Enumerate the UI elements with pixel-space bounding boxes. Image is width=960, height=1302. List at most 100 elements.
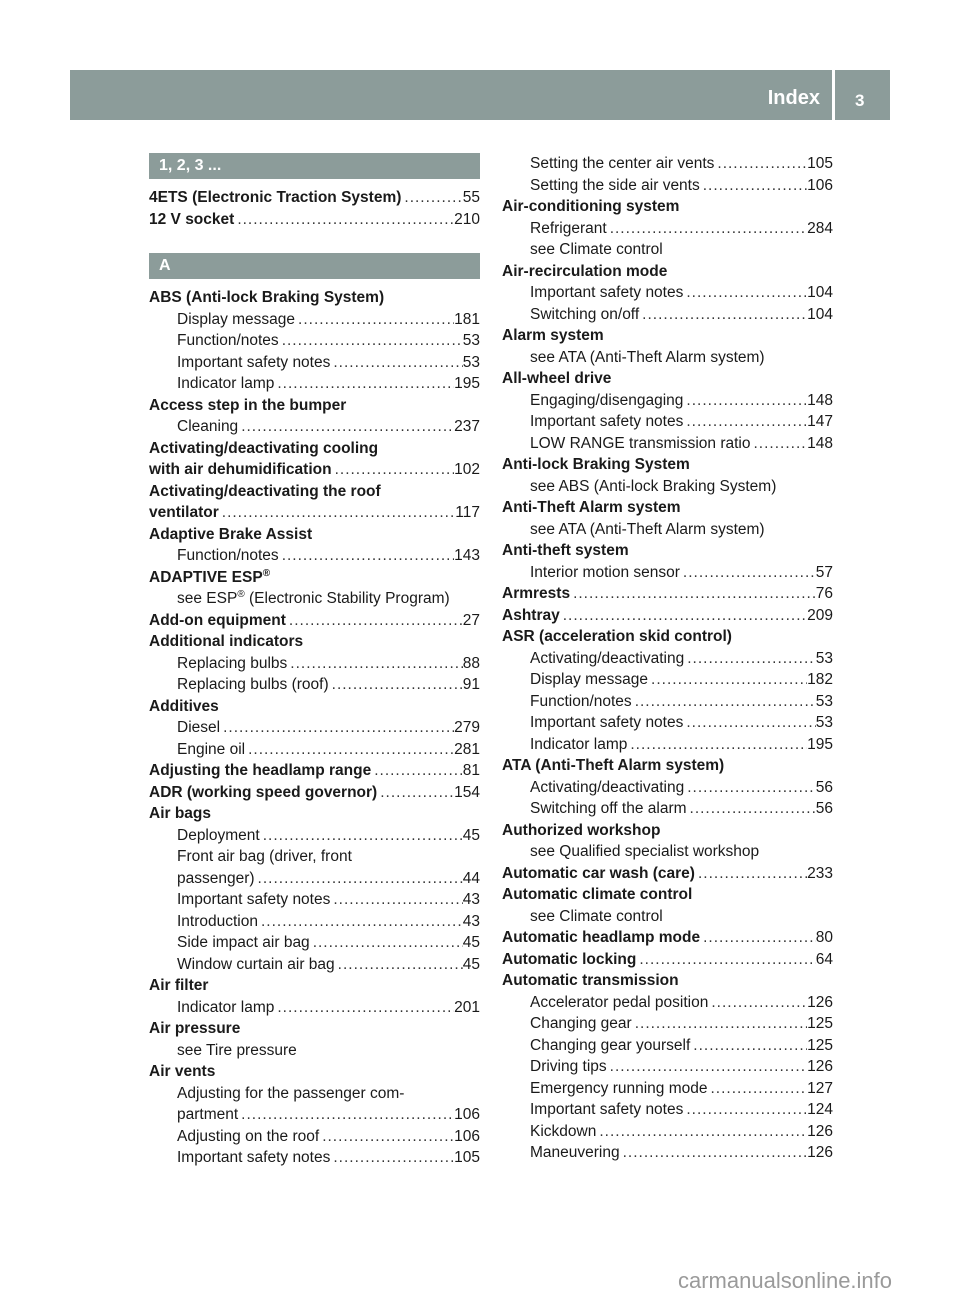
entry-label: see Qualified specialist workshop (530, 843, 760, 860)
entry-label: Setting the center air vents (530, 155, 715, 172)
index-subentry: Important safety notes..................… (149, 1147, 480, 1169)
entry-text: Maneuvering (530, 1142, 620, 1164)
index-entry: Activating/deactivating the roof (149, 481, 480, 503)
index-entry: ASR (acceleration skid control) (502, 626, 833, 648)
page-reference: 105 (807, 155, 833, 172)
index-entry: Automatic transmission (502, 970, 833, 992)
entry-text: 12 V socket (149, 209, 234, 231)
dot-leader: ........................................… (689, 800, 816, 817)
index-subentry: see ATA (Anti-Theft Alarm system) (502, 347, 833, 369)
entry-text: Adaptive Brake Assist (149, 524, 312, 546)
index-entry: Ashtray.................................… (502, 605, 833, 627)
entry-text: Setting the side air vents (530, 175, 700, 197)
index-subentry: Adjusting for the passenger com- (149, 1083, 480, 1105)
entry-label: Refrigerant (530, 219, 607, 237)
entry-text: Function/notes (177, 545, 279, 567)
page-reference: 43 (462, 891, 480, 908)
dot-leader: ........................................… (237, 210, 455, 228)
page-reference: 53 (462, 332, 480, 349)
entry-label: Activating/deactivating (530, 778, 685, 796)
entry-label: with air dehumidification (149, 461, 332, 478)
index-subentry: see Qualified specialist workshop (502, 841, 833, 863)
page-reference: 106 (454, 1127, 480, 1145)
dot-leader: ........................................… (337, 955, 463, 973)
index-subentry: see Climate control (502, 239, 833, 261)
entry-label: Important safety notes (530, 284, 684, 301)
entry-text: Activating/deactivating the roof (149, 481, 381, 503)
page-reference: 53 (815, 714, 833, 731)
entry-label: Front air bag (driver, front (177, 848, 352, 865)
dot-leader: ........................................… (241, 1106, 454, 1123)
entry-label: Air-conditioning system (502, 198, 680, 215)
entry-text: Switching on/off (530, 304, 639, 326)
entry-label: Important safety notes (530, 413, 684, 430)
dot-leader: ........................................… (687, 649, 816, 667)
index-subentry: Important safety notes..................… (149, 352, 480, 374)
page-reference: 106 (807, 176, 833, 194)
section-header: A (149, 253, 480, 279)
entry-text: Activating/deactivating cooling (149, 438, 378, 460)
dot-leader: ........................................… (634, 1015, 807, 1032)
entry-label: Introduction (177, 912, 258, 930)
dot-leader: ........................................… (686, 284, 807, 301)
dot-leader: ........................................… (333, 1149, 454, 1166)
dot-leader: ........................................… (288, 611, 463, 629)
entry-label: Indicator lamp (177, 375, 275, 392)
page-number-box: 3 (835, 70, 890, 120)
dot-leader: ........................................… (630, 735, 807, 753)
entry-label: Important safety notes (177, 891, 331, 908)
index-subentry: Setting the side air vents..............… (502, 175, 833, 197)
entry-label: see Climate control (530, 907, 663, 925)
page-reference: 126 (807, 1144, 833, 1161)
entry-label: Air pressure (149, 1020, 241, 1037)
entry-label: Air vents (149, 1063, 216, 1080)
entry-text: Important safety notes (177, 889, 330, 911)
index-entry: Automatic climate control (502, 884, 833, 906)
index-entry: Adaptive Brake Assist (149, 524, 480, 546)
entry-text: Indicator lamp (177, 997, 274, 1019)
dot-leader: ........................................… (682, 563, 816, 581)
entry-text: Interior motion sensor (530, 562, 680, 584)
page-reference: 106 (454, 1106, 480, 1123)
entry-label: Emergency running mode (530, 1079, 708, 1097)
entry-label: Interior motion sensor (530, 563, 680, 581)
entry-text: Automatic headlamp mode (502, 927, 700, 949)
page-reference: 127 (807, 1079, 833, 1097)
header-bar: Index (70, 70, 832, 120)
dot-leader: ........................................… (281, 547, 454, 564)
entry-label: ABS (Anti-lock Braking System) (149, 289, 385, 306)
page-reference: 104 (807, 305, 833, 323)
entry-text: Authorized workshop (502, 820, 660, 842)
dot-leader: ........................................… (651, 671, 808, 688)
page-reference: 126 (807, 1122, 833, 1140)
index-subentry: Indicator lamp..........................… (149, 997, 480, 1019)
entry-text: Automatic locking (502, 949, 636, 971)
entry-label: Replacing bulbs (177, 654, 288, 672)
entry-label: Armrests (502, 585, 571, 602)
index-entry: Anti-theft system (502, 540, 833, 562)
entry-text: Adjusting on the roof (177, 1126, 319, 1148)
entry-label: Ashtray (502, 606, 560, 624)
dot-leader: ........................................… (686, 1101, 807, 1118)
index-subentry: Activating/deactivating.................… (502, 777, 833, 799)
dot-leader: ........................................… (710, 1079, 808, 1097)
entry-label: Automatic headlamp mode (502, 929, 701, 946)
index-subentry: Kickdown................................… (502, 1121, 833, 1143)
entry-text: Important safety notes (530, 712, 683, 734)
entry-text: see ATA (Anti-Theft Alarm system) (530, 519, 765, 541)
index-entry: Anti-Theft Alarm system (502, 497, 833, 519)
entry-label: Changing gear (530, 1015, 632, 1032)
index-subentry: Introduction............................… (149, 911, 480, 933)
entry-text: Function/notes (177, 330, 279, 352)
page-reference: 91 (462, 676, 480, 693)
entry-label: Switching off the alarm (530, 800, 687, 817)
page-reference: 125 (807, 1036, 833, 1054)
dot-leader: ........................................… (374, 762, 463, 779)
dot-leader: ........................................… (639, 950, 815, 968)
index-subentry: Window curtain air bag..................… (149, 954, 480, 976)
entry-text: Activating/deactivating (530, 648, 684, 670)
entry-label: Air bags (149, 805, 212, 822)
entry-text: Air-recirculation mode (502, 261, 667, 283)
dot-leader: ........................................… (290, 654, 462, 672)
index-subentry: Important safety notes..................… (502, 282, 833, 304)
